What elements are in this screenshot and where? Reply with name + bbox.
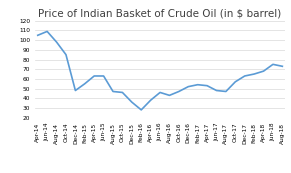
Title: Price of Indian Basket of Crude Oil (in $ barrel): Price of Indian Basket of Crude Oil (in … bbox=[38, 9, 282, 19]
